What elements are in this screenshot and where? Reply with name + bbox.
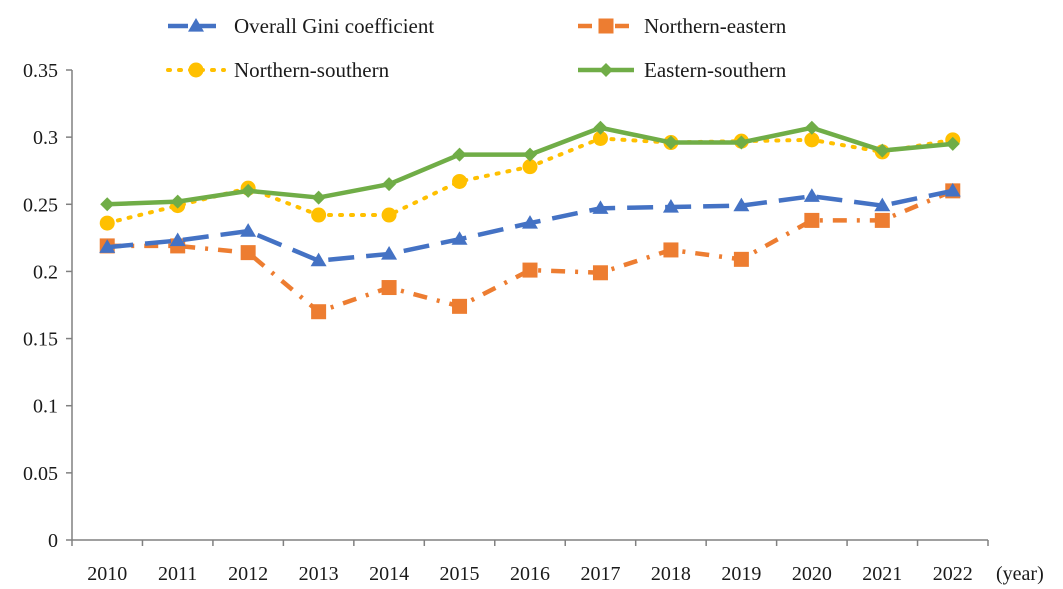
data-point-overall-gini-coefficient xyxy=(944,182,961,197)
y-tick-label: 0.15 xyxy=(23,329,58,351)
data-point-overall-gini-coefficient xyxy=(662,198,679,213)
x-tick-label: 2017 xyxy=(580,563,620,585)
legend: Overall Gini coefficient Northern-eastern… xyxy=(166,14,787,82)
data-point-northern-eastern xyxy=(733,251,749,267)
data-point-northern-eastern xyxy=(804,212,820,228)
data-point-eastern-southern xyxy=(311,190,326,205)
legend-item-overall-gini-coefficient: Overall Gini coefficient xyxy=(168,14,434,38)
data-point-eastern-southern xyxy=(663,135,678,150)
data-point-eastern-southern xyxy=(945,136,960,151)
y-tick-label: 0.05 xyxy=(23,463,58,485)
data-point-overall-gini-coefficient xyxy=(240,223,257,237)
x-axis-label: (year) xyxy=(996,563,1044,585)
series-northern-eastern xyxy=(99,183,961,320)
y-tick-label: 0.1 xyxy=(33,396,58,418)
data-point-northern-eastern xyxy=(592,265,608,281)
data-point-northern-eastern xyxy=(874,212,890,228)
data-point-overall-gini-coefficient xyxy=(451,231,468,245)
data-point-overall-gini-coefficient xyxy=(310,252,327,267)
series-line-northern-eastern xyxy=(107,188,954,314)
legend-marker xyxy=(599,63,613,77)
series-eastern-southern xyxy=(100,120,960,212)
data-point-overall-gini-coefficient xyxy=(592,200,609,214)
legend-item-eastern-southern: Eastern-southern xyxy=(578,58,787,82)
legend-item-northern-eastern: Northern-eastern xyxy=(578,14,787,38)
data-point-northern-southern xyxy=(381,207,397,223)
y-axis-ticks: 0 0.05 0.1 0.15 0.2 0.25 0.3 0.35 xyxy=(23,60,72,552)
x-axis-ticks: 2010 2011 2012 2013 2014 2015 2016 2017 2018 2019… xyxy=(71,540,989,585)
legend-label: Overall Gini coefficient xyxy=(234,14,434,38)
data-point-eastern-southern xyxy=(804,120,819,135)
y-tick-label: 0.3 xyxy=(33,127,58,149)
data-point-eastern-southern xyxy=(734,135,749,150)
data-point-overall-gini-coefficient xyxy=(169,232,186,247)
data-point-eastern-southern xyxy=(452,147,467,162)
legend-marker xyxy=(188,18,204,32)
legend-label: Eastern-southern xyxy=(644,58,787,82)
data-point-eastern-southern xyxy=(241,183,256,198)
legend-marker xyxy=(598,18,614,34)
data-point-northern-eastern xyxy=(452,298,468,314)
data-point-northern-southern xyxy=(592,130,608,146)
y-tick-label: 0 xyxy=(48,530,58,552)
x-tick-label: 2015 xyxy=(440,563,480,585)
data-point-northern-southern xyxy=(804,132,820,148)
axes xyxy=(71,70,988,541)
data-point-overall-gini-coefficient xyxy=(99,239,116,253)
data-point-northern-southern xyxy=(99,215,115,231)
data-point-northern-southern xyxy=(522,159,538,175)
x-tick-label: 2013 xyxy=(299,563,339,585)
legend-label: Northern-eastern xyxy=(644,14,787,38)
data-point-eastern-southern xyxy=(523,147,537,162)
data-point-eastern-southern xyxy=(382,177,397,192)
data-point-northern-southern xyxy=(311,207,327,223)
x-tick-label: 2018 xyxy=(651,563,691,585)
x-tick-label: 2011 xyxy=(158,563,197,585)
x-tick-label: 2012 xyxy=(228,563,268,585)
data-point-eastern-southern xyxy=(593,120,608,135)
data-point-overall-gini-coefficient xyxy=(381,245,398,260)
x-tick-label: 2019 xyxy=(721,563,761,585)
y-tick-label: 0.2 xyxy=(33,261,58,283)
data-point-eastern-southern xyxy=(170,194,185,209)
series-layer xyxy=(99,120,961,320)
data-point-overall-gini-coefficient xyxy=(522,215,538,229)
y-tick-label: 0.25 xyxy=(23,194,58,216)
data-point-northern-eastern xyxy=(311,304,327,320)
data-point-eastern-southern xyxy=(875,143,890,158)
legend-marker xyxy=(188,62,204,78)
legend-item-northern-southern: Northern-southern xyxy=(166,58,390,82)
data-point-overall-gini-coefficient xyxy=(733,197,750,212)
data-point-northern-eastern xyxy=(663,242,679,258)
legend-label: Northern-southern xyxy=(234,58,390,82)
data-point-overall-gini-coefficient xyxy=(803,188,820,202)
x-tick-label: 2010 xyxy=(87,563,127,585)
data-point-northern-eastern xyxy=(522,262,538,278)
series-overall-gini-coefficient xyxy=(99,182,961,267)
x-tick-label: 2016 xyxy=(510,563,550,585)
data-point-eastern-southern xyxy=(100,197,115,212)
x-tick-label: 2020 xyxy=(792,563,832,585)
data-point-northern-southern xyxy=(452,173,468,189)
data-point-northern-eastern xyxy=(240,245,256,261)
data-point-overall-gini-coefficient xyxy=(874,197,891,212)
x-tick-label: 2022 xyxy=(933,563,973,585)
data-point-northern-eastern xyxy=(381,280,397,296)
x-tick-label: 2021 xyxy=(862,563,902,585)
x-tick-label: 2014 xyxy=(369,563,409,585)
y-tick-label: 0.35 xyxy=(23,60,58,82)
